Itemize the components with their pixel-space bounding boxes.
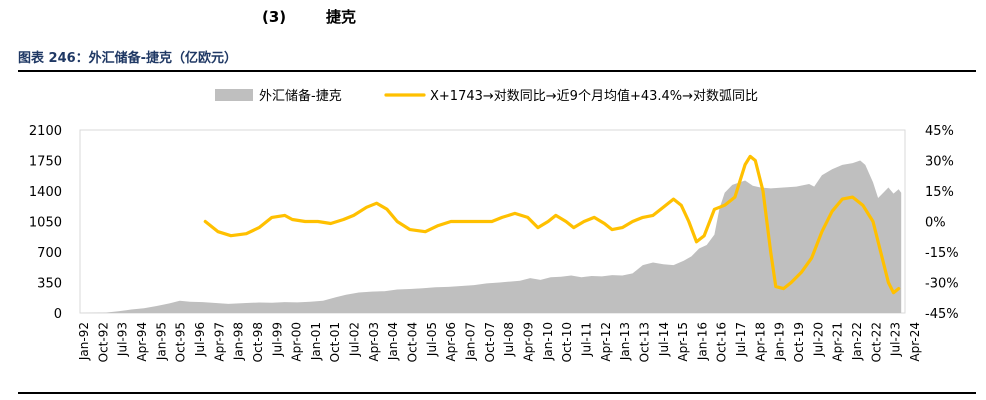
y-right-tick-label: 45% <box>925 124 954 139</box>
x-tick-label: Apr-21 <box>831 322 845 362</box>
x-tick-label: Oct-98 <box>251 322 265 362</box>
x-tick-label: Jan-22 <box>850 322 864 361</box>
x-tick-label: Apr-15 <box>676 322 690 362</box>
x-tick-label: Oct-92 <box>96 322 110 362</box>
x-tick-label: Oct-10 <box>560 322 574 362</box>
x-tick-label: Apr-12 <box>599 322 613 362</box>
x-tick-label: Oct-16 <box>715 322 729 362</box>
y-left-tick-label: 2100 <box>29 124 62 139</box>
x-tick-label: Jul-11 <box>580 322 594 357</box>
x-tick-label: Jul-93 <box>116 322 130 357</box>
y-right-tick-label: -15% <box>925 246 959 261</box>
y-left-tick-label: 350 <box>37 277 62 292</box>
x-tick-label: Jul-23 <box>889 322 903 357</box>
x-tick-label: Apr-03 <box>367 322 381 362</box>
x-tick-label: Oct-13 <box>637 322 651 362</box>
y-right-tick-label: 30% <box>925 155 954 170</box>
y-right-tick-label: 0% <box>925 216 946 231</box>
y-right-tick-label: 15% <box>925 185 954 200</box>
x-tick-label: Apr-97 <box>212 322 226 362</box>
line-series-yoy <box>203 154 901 295</box>
caption-divider <box>18 70 976 72</box>
x-tick-label: Jan-07 <box>464 322 478 361</box>
section-number: (3) <box>262 8 287 26</box>
section-heading: (3) 捷克 <box>262 6 356 27</box>
x-tick-label: Jul-02 <box>348 322 362 357</box>
x-tick-label: Oct-01 <box>328 322 342 362</box>
x-tick-label: Jan-10 <box>541 322 555 361</box>
figure-caption: 图表 246：外汇储备-捷克（亿欧元） <box>18 51 238 66</box>
y-right-tick-label: -45% <box>925 307 959 322</box>
x-tick-label: Jul-14 <box>657 322 671 357</box>
x-tick-label: Apr-09 <box>522 322 536 362</box>
x-tick-label: Jul-08 <box>502 322 516 357</box>
legend-swatch-fx-reserves <box>215 89 253 101</box>
x-tick-label: Apr-00 <box>290 322 304 362</box>
x-tick-label: Oct-04 <box>406 322 420 362</box>
x-tick-label: Jul-96 <box>193 322 207 357</box>
x-tick-label: Apr-06 <box>444 322 458 362</box>
section-title: 捷克 <box>326 8 357 26</box>
x-tick-label: Oct-07 <box>483 322 497 362</box>
x-tick-label: Jul-05 <box>425 322 439 357</box>
y-left-tick-label: 1050 <box>29 216 62 231</box>
y-left-tick-label: 1400 <box>29 185 62 200</box>
x-tick-label: Jan-95 <box>154 322 168 361</box>
legend-label-fx-reserves: 外汇储备-捷克 <box>259 88 342 104</box>
x-tick-label: Jan-16 <box>695 322 709 361</box>
x-tick-label: Apr-94 <box>135 322 149 362</box>
y-left-tick-label: 1750 <box>29 155 62 170</box>
y-left-tick-label: 700 <box>37 246 62 261</box>
x-tick-label: Jan-98 <box>232 322 246 361</box>
x-tick-label: Jul-20 <box>811 322 825 357</box>
x-tick-label: Apr-18 <box>753 322 767 362</box>
x-tick-label: Oct-19 <box>792 322 806 362</box>
y-right-tick-label: -30% <box>925 277 959 292</box>
x-tick-label: Jul-17 <box>734 322 748 357</box>
legend-label-yoy: X+1743→对数同比→近9个月均值+43.4%→对数弧同比 <box>430 88 758 104</box>
x-tick-label: Oct-95 <box>174 322 188 362</box>
bottom-divider <box>18 392 976 394</box>
x-tick-label: Apr-24 <box>908 322 922 362</box>
x-tick-label: Jan-19 <box>773 322 787 361</box>
y-left-tick-label: 0 <box>54 307 62 322</box>
x-tick-label: Jan-01 <box>309 322 323 361</box>
area-series-fx-reserves <box>80 160 902 313</box>
x-tick-label: Jan-04 <box>386 322 400 361</box>
x-tick-label: Jan-92 <box>77 322 91 361</box>
x-tick-label: Oct-22 <box>869 322 883 362</box>
x-tick-label: Jul-99 <box>270 322 284 357</box>
x-tick-label: Jan-13 <box>618 322 632 361</box>
